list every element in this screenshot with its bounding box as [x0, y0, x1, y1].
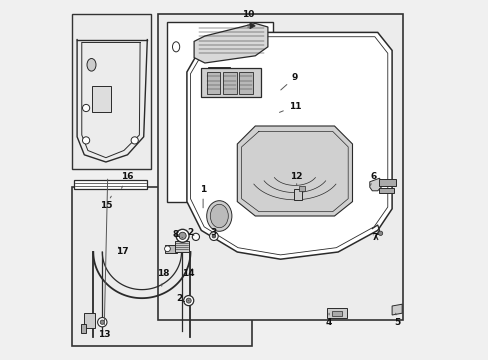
Circle shape [179, 232, 186, 239]
Circle shape [212, 234, 215, 238]
Bar [73, 180, 147, 189]
Circle shape [183, 296, 193, 306]
Circle shape [131, 137, 138, 144]
Circle shape [176, 229, 189, 242]
Text: 9: 9 [280, 73, 298, 90]
Polygon shape [201, 68, 260, 97]
Text: 12: 12 [290, 172, 303, 185]
Polygon shape [391, 304, 401, 315]
Text: 1: 1 [200, 185, 206, 208]
Bar [72, 14, 151, 169]
Circle shape [186, 298, 191, 303]
Bar [331, 311, 342, 316]
Text: 4: 4 [325, 313, 332, 327]
Text: 16: 16 [121, 172, 134, 188]
Text: 2: 2 [176, 294, 188, 303]
Circle shape [209, 232, 218, 240]
Bar [174, 241, 189, 252]
Bar [81, 324, 86, 333]
Text: 3: 3 [210, 228, 217, 238]
Polygon shape [369, 178, 381, 191]
Bar [298, 186, 305, 191]
Bar [294, 189, 302, 200]
Bar [379, 179, 395, 186]
Circle shape [98, 318, 107, 327]
Bar [223, 72, 236, 94]
Text: 5: 5 [393, 313, 400, 327]
Polygon shape [186, 32, 391, 259]
Bar [158, 14, 402, 320]
Ellipse shape [206, 201, 231, 231]
Circle shape [82, 137, 89, 144]
Polygon shape [237, 126, 352, 216]
Text: 11: 11 [279, 102, 301, 112]
Bar [208, 67, 230, 85]
Circle shape [192, 233, 199, 240]
Text: 10: 10 [242, 10, 254, 28]
Ellipse shape [172, 42, 179, 52]
Text: 18: 18 [157, 269, 169, 286]
Ellipse shape [87, 59, 96, 71]
Bar [326, 308, 346, 318]
Circle shape [378, 231, 382, 235]
Ellipse shape [210, 204, 228, 228]
Polygon shape [167, 22, 273, 202]
Circle shape [100, 320, 104, 324]
Text: 14: 14 [182, 269, 195, 278]
Bar [84, 313, 95, 328]
Text: 8: 8 [173, 230, 182, 239]
Polygon shape [249, 22, 255, 29]
Circle shape [82, 104, 89, 112]
Bar [379, 188, 393, 193]
Text: 15: 15 [100, 196, 112, 210]
Bar [72, 187, 251, 346]
Bar [91, 86, 111, 112]
Text: 13: 13 [98, 179, 110, 339]
Bar [239, 72, 252, 94]
Bar [165, 245, 177, 253]
Bar [206, 72, 220, 94]
Text: 6: 6 [370, 172, 376, 185]
Text: 17: 17 [116, 247, 128, 256]
Text: 2: 2 [187, 228, 194, 237]
Circle shape [164, 246, 170, 252]
Text: 7: 7 [370, 233, 377, 242]
Polygon shape [194, 23, 267, 63]
